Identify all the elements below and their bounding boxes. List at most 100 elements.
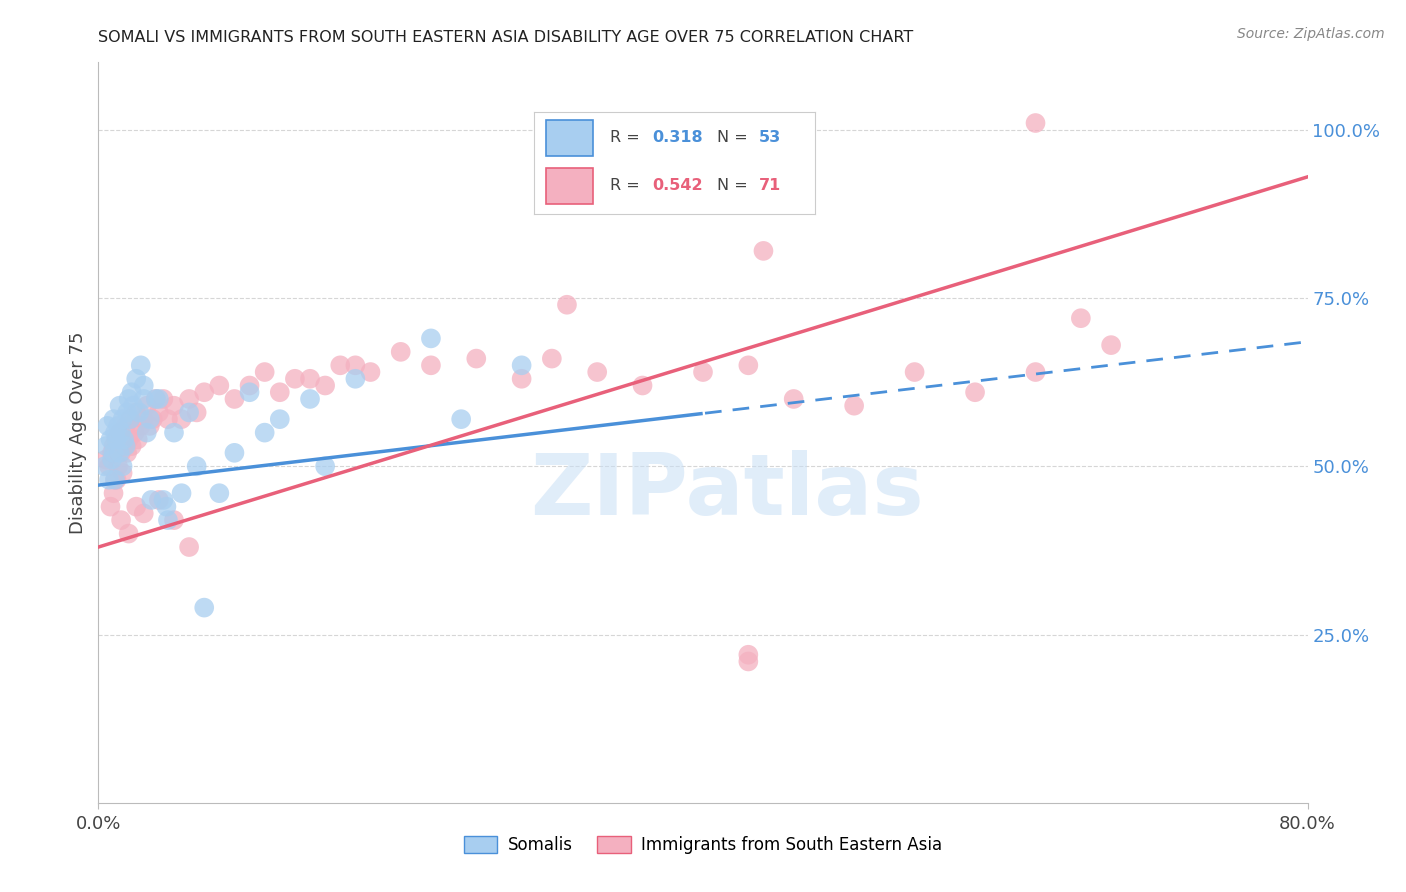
Somalis (139, 412, 162, 426)
Text: 0.542: 0.542 (652, 178, 703, 194)
Somalis (179, 405, 201, 419)
Immigrants from South Eastern Asia (118, 526, 141, 541)
Immigrants from South Eastern Asia (135, 399, 157, 413)
Immigrants from South Eastern Asia (110, 513, 132, 527)
Somalis (108, 399, 131, 413)
Somalis (314, 459, 336, 474)
Somalis (103, 446, 125, 460)
Immigrants from South Eastern Asia (329, 359, 352, 373)
Somalis (269, 412, 291, 426)
Text: ZIPatlas: ZIPatlas (530, 450, 924, 533)
Immigrants from South Eastern Asia (360, 365, 382, 379)
Immigrants from South Eastern Asia (110, 446, 132, 460)
Somalis (98, 473, 121, 487)
Immigrants from South Eastern Asia (98, 459, 121, 474)
Immigrants from South Eastern Asia (120, 412, 142, 426)
Somalis (129, 359, 152, 373)
Immigrants from South Eastern Asia (208, 378, 231, 392)
Immigrants from South Eastern Asia (465, 351, 488, 366)
Immigrants from South Eastern Asia (132, 507, 155, 521)
Immigrants from South Eastern Asia (148, 492, 170, 507)
Immigrants from South Eastern Asia (344, 359, 367, 373)
Immigrants from South Eastern Asia (145, 392, 167, 406)
Immigrants from South Eastern Asia (783, 392, 806, 406)
Immigrants from South Eastern Asia (105, 433, 128, 447)
Somalis (103, 412, 125, 426)
Text: Source: ZipAtlas.com: Source: ZipAtlas.com (1237, 27, 1385, 41)
Somalis (96, 418, 118, 433)
Somalis (122, 399, 145, 413)
Immigrants from South Eastern Asia (253, 365, 276, 379)
Immigrants from South Eastern Asia (692, 365, 714, 379)
Immigrants from South Eastern Asia (148, 405, 170, 419)
Immigrants from South Eastern Asia (224, 392, 246, 406)
Immigrants from South Eastern Asia (103, 486, 125, 500)
Immigrants from South Eastern Asia (314, 378, 336, 392)
Immigrants from South Eastern Asia (844, 399, 866, 413)
Immigrants from South Eastern Asia (193, 385, 215, 400)
Text: SOMALI VS IMMIGRANTS FROM SOUTH EASTERN ASIA DISABILITY AGE OVER 75 CORRELATION : SOMALI VS IMMIGRANTS FROM SOUTH EASTERN … (98, 29, 914, 45)
Somalis (170, 486, 193, 500)
Somalis (208, 486, 231, 500)
Immigrants from South Eastern Asia (127, 433, 149, 447)
Somalis (111, 459, 134, 474)
Immigrants from South Eastern Asia (152, 392, 174, 406)
Immigrants from South Eastern Asia (103, 439, 125, 453)
Immigrants from South Eastern Asia (105, 473, 128, 487)
Immigrants from South Eastern Asia (631, 378, 654, 392)
FancyBboxPatch shape (546, 120, 593, 155)
Somalis (156, 513, 179, 527)
Immigrants from South Eastern Asia (111, 466, 134, 480)
Somalis (186, 459, 208, 474)
Somalis (135, 425, 157, 440)
Immigrants from South Eastern Asia (118, 433, 141, 447)
Somalis (420, 331, 443, 345)
Somalis (108, 446, 131, 460)
Text: 53: 53 (759, 130, 782, 145)
Immigrants from South Eastern Asia (170, 412, 193, 426)
Somalis (163, 425, 186, 440)
Somalis (128, 405, 150, 419)
Text: N =: N = (717, 178, 754, 194)
Somalis (132, 392, 155, 406)
Immigrants from South Eastern Asia (1024, 365, 1046, 379)
Somalis (118, 392, 141, 406)
Somalis (125, 372, 148, 386)
Immigrants from South Eastern Asia (156, 412, 179, 426)
Somalis (120, 412, 142, 426)
Immigrants from South Eastern Asia (284, 372, 307, 386)
Somalis (253, 425, 276, 440)
Somalis (94, 439, 117, 453)
Immigrants from South Eastern Asia (1024, 116, 1046, 130)
Somalis (193, 600, 215, 615)
Text: R =: R = (610, 130, 645, 145)
Text: R =: R = (610, 178, 645, 194)
Immigrants from South Eastern Asia (101, 446, 124, 460)
Immigrants from South Eastern Asia (186, 405, 208, 419)
Somalis (104, 473, 127, 487)
Immigrants from South Eastern Asia (108, 425, 131, 440)
Somalis (121, 385, 143, 400)
Immigrants from South Eastern Asia (1099, 338, 1122, 352)
Somalis (145, 392, 167, 406)
Immigrants from South Eastern Asia (540, 351, 562, 366)
Text: 0.318: 0.318 (652, 130, 703, 145)
Somalis (107, 418, 129, 433)
Somalis (104, 425, 127, 440)
Immigrants from South Eastern Asia (139, 418, 162, 433)
Immigrants from South Eastern Asia (112, 439, 135, 453)
Somalis (299, 392, 322, 406)
Immigrants from South Eastern Asia (555, 298, 578, 312)
Immigrants from South Eastern Asia (114, 418, 136, 433)
Somalis (93, 459, 115, 474)
Immigrants from South Eastern Asia (124, 425, 146, 440)
Immigrants from South Eastern Asia (737, 359, 759, 373)
Somalis (101, 452, 124, 467)
Somalis (152, 492, 174, 507)
Somalis (344, 372, 367, 386)
Somalis (224, 446, 246, 460)
Somalis (112, 433, 135, 447)
Immigrants from South Eastern Asia (163, 513, 186, 527)
Immigrants from South Eastern Asia (389, 344, 412, 359)
Somalis (148, 392, 170, 406)
